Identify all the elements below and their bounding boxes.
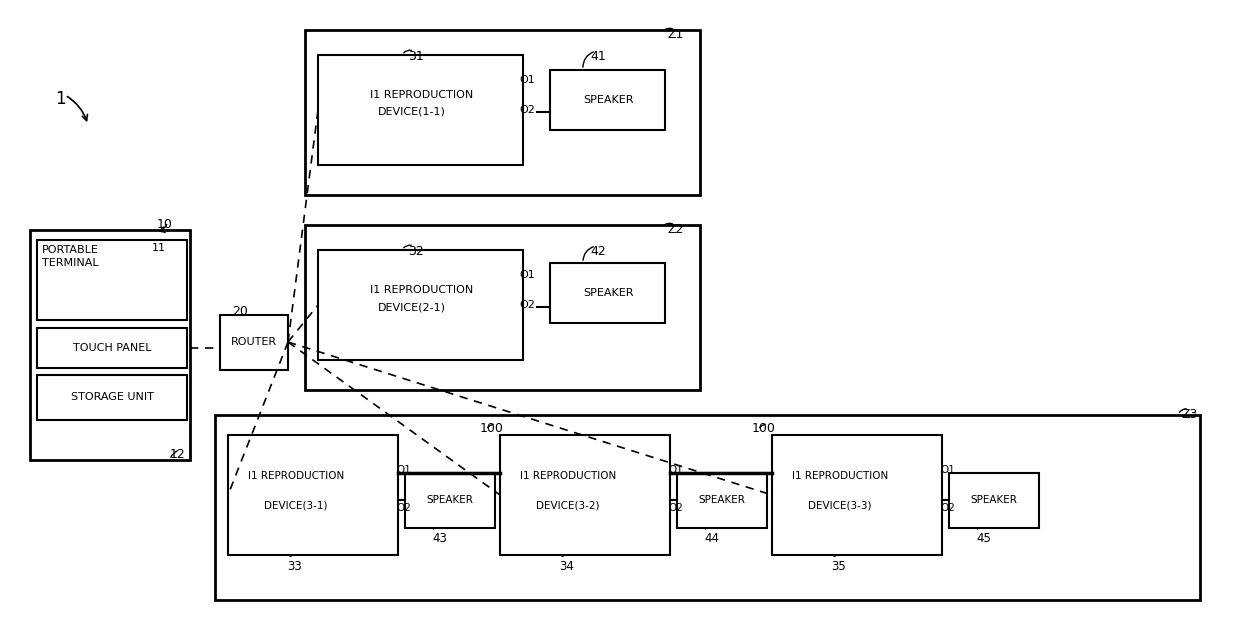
- Bar: [677, 472, 768, 527]
- Text: O1: O1: [520, 270, 534, 280]
- Bar: [37, 328, 187, 368]
- Text: I1 REPRODUCTION: I1 REPRODUCTION: [520, 471, 616, 481]
- Text: 1: 1: [55, 90, 66, 108]
- Text: SPEAKER: SPEAKER: [971, 495, 1018, 505]
- Text: DEVICE(1-1): DEVICE(1-1): [378, 107, 446, 117]
- Text: 10: 10: [157, 218, 172, 231]
- Text: 12: 12: [170, 448, 186, 461]
- Bar: [215, 415, 1200, 600]
- Text: I1 REPRODUCTION: I1 REPRODUCTION: [370, 90, 474, 100]
- Text: SPEAKER: SPEAKER: [698, 495, 745, 505]
- Text: O2: O2: [668, 503, 683, 513]
- Text: O1: O1: [396, 465, 410, 475]
- Bar: [219, 315, 288, 370]
- Text: O1: O1: [668, 465, 683, 475]
- Text: 34: 34: [559, 560, 574, 573]
- Bar: [949, 472, 1039, 527]
- Text: O2: O2: [396, 503, 410, 513]
- Text: O1: O1: [520, 75, 534, 85]
- Text: I1 REPRODUCTION: I1 REPRODUCTION: [792, 471, 888, 481]
- Bar: [305, 225, 701, 390]
- Text: PORTABLE: PORTABLE: [42, 245, 99, 255]
- Text: TERMINAL: TERMINAL: [42, 258, 99, 268]
- Bar: [317, 55, 523, 165]
- Bar: [37, 240, 187, 320]
- Bar: [405, 472, 495, 527]
- Text: I1 REPRODUCTION: I1 REPRODUCTION: [248, 471, 345, 481]
- Text: DEVICE(3-2): DEVICE(3-2): [536, 501, 600, 511]
- Text: SPEAKER: SPEAKER: [583, 95, 634, 105]
- Text: DEVICE(2-1): DEVICE(2-1): [378, 302, 446, 312]
- Bar: [551, 70, 665, 130]
- Text: 35: 35: [832, 560, 846, 573]
- Bar: [305, 30, 701, 195]
- Text: O2: O2: [520, 300, 534, 310]
- Text: Z2: Z2: [668, 223, 684, 236]
- Bar: [500, 435, 670, 555]
- Text: DEVICE(3-3): DEVICE(3-3): [808, 501, 872, 511]
- Text: SPEAKER: SPEAKER: [427, 495, 474, 505]
- Bar: [773, 435, 942, 555]
- Text: 41: 41: [590, 50, 606, 63]
- Bar: [37, 375, 187, 420]
- Bar: [30, 230, 190, 460]
- Text: STORAGE UNIT: STORAGE UNIT: [71, 392, 154, 402]
- Text: 42: 42: [590, 245, 606, 258]
- Text: 44: 44: [704, 532, 719, 546]
- Text: 31: 31: [408, 50, 424, 63]
- Bar: [317, 250, 523, 360]
- Text: DEVICE(3-1): DEVICE(3-1): [264, 501, 327, 511]
- Text: 33: 33: [288, 560, 303, 573]
- Text: I1 REPRODUCTION: I1 REPRODUCTION: [370, 285, 474, 295]
- Text: O1: O1: [940, 465, 955, 475]
- Bar: [228, 435, 398, 555]
- Text: 11: 11: [153, 243, 166, 253]
- Text: O2: O2: [520, 105, 534, 115]
- Text: 100: 100: [480, 422, 503, 435]
- Text: Z3: Z3: [1182, 408, 1198, 421]
- Text: 45: 45: [976, 532, 991, 546]
- Text: 100: 100: [753, 422, 776, 435]
- Text: Z1: Z1: [668, 28, 684, 41]
- Text: 20: 20: [232, 305, 248, 318]
- Text: SPEAKER: SPEAKER: [583, 288, 634, 298]
- Text: ROUTER: ROUTER: [231, 337, 277, 347]
- Text: 43: 43: [432, 532, 446, 546]
- Text: 32: 32: [408, 245, 424, 258]
- Bar: [551, 263, 665, 323]
- Text: TOUCH PANEL: TOUCH PANEL: [73, 343, 151, 353]
- Text: O2: O2: [940, 503, 955, 513]
